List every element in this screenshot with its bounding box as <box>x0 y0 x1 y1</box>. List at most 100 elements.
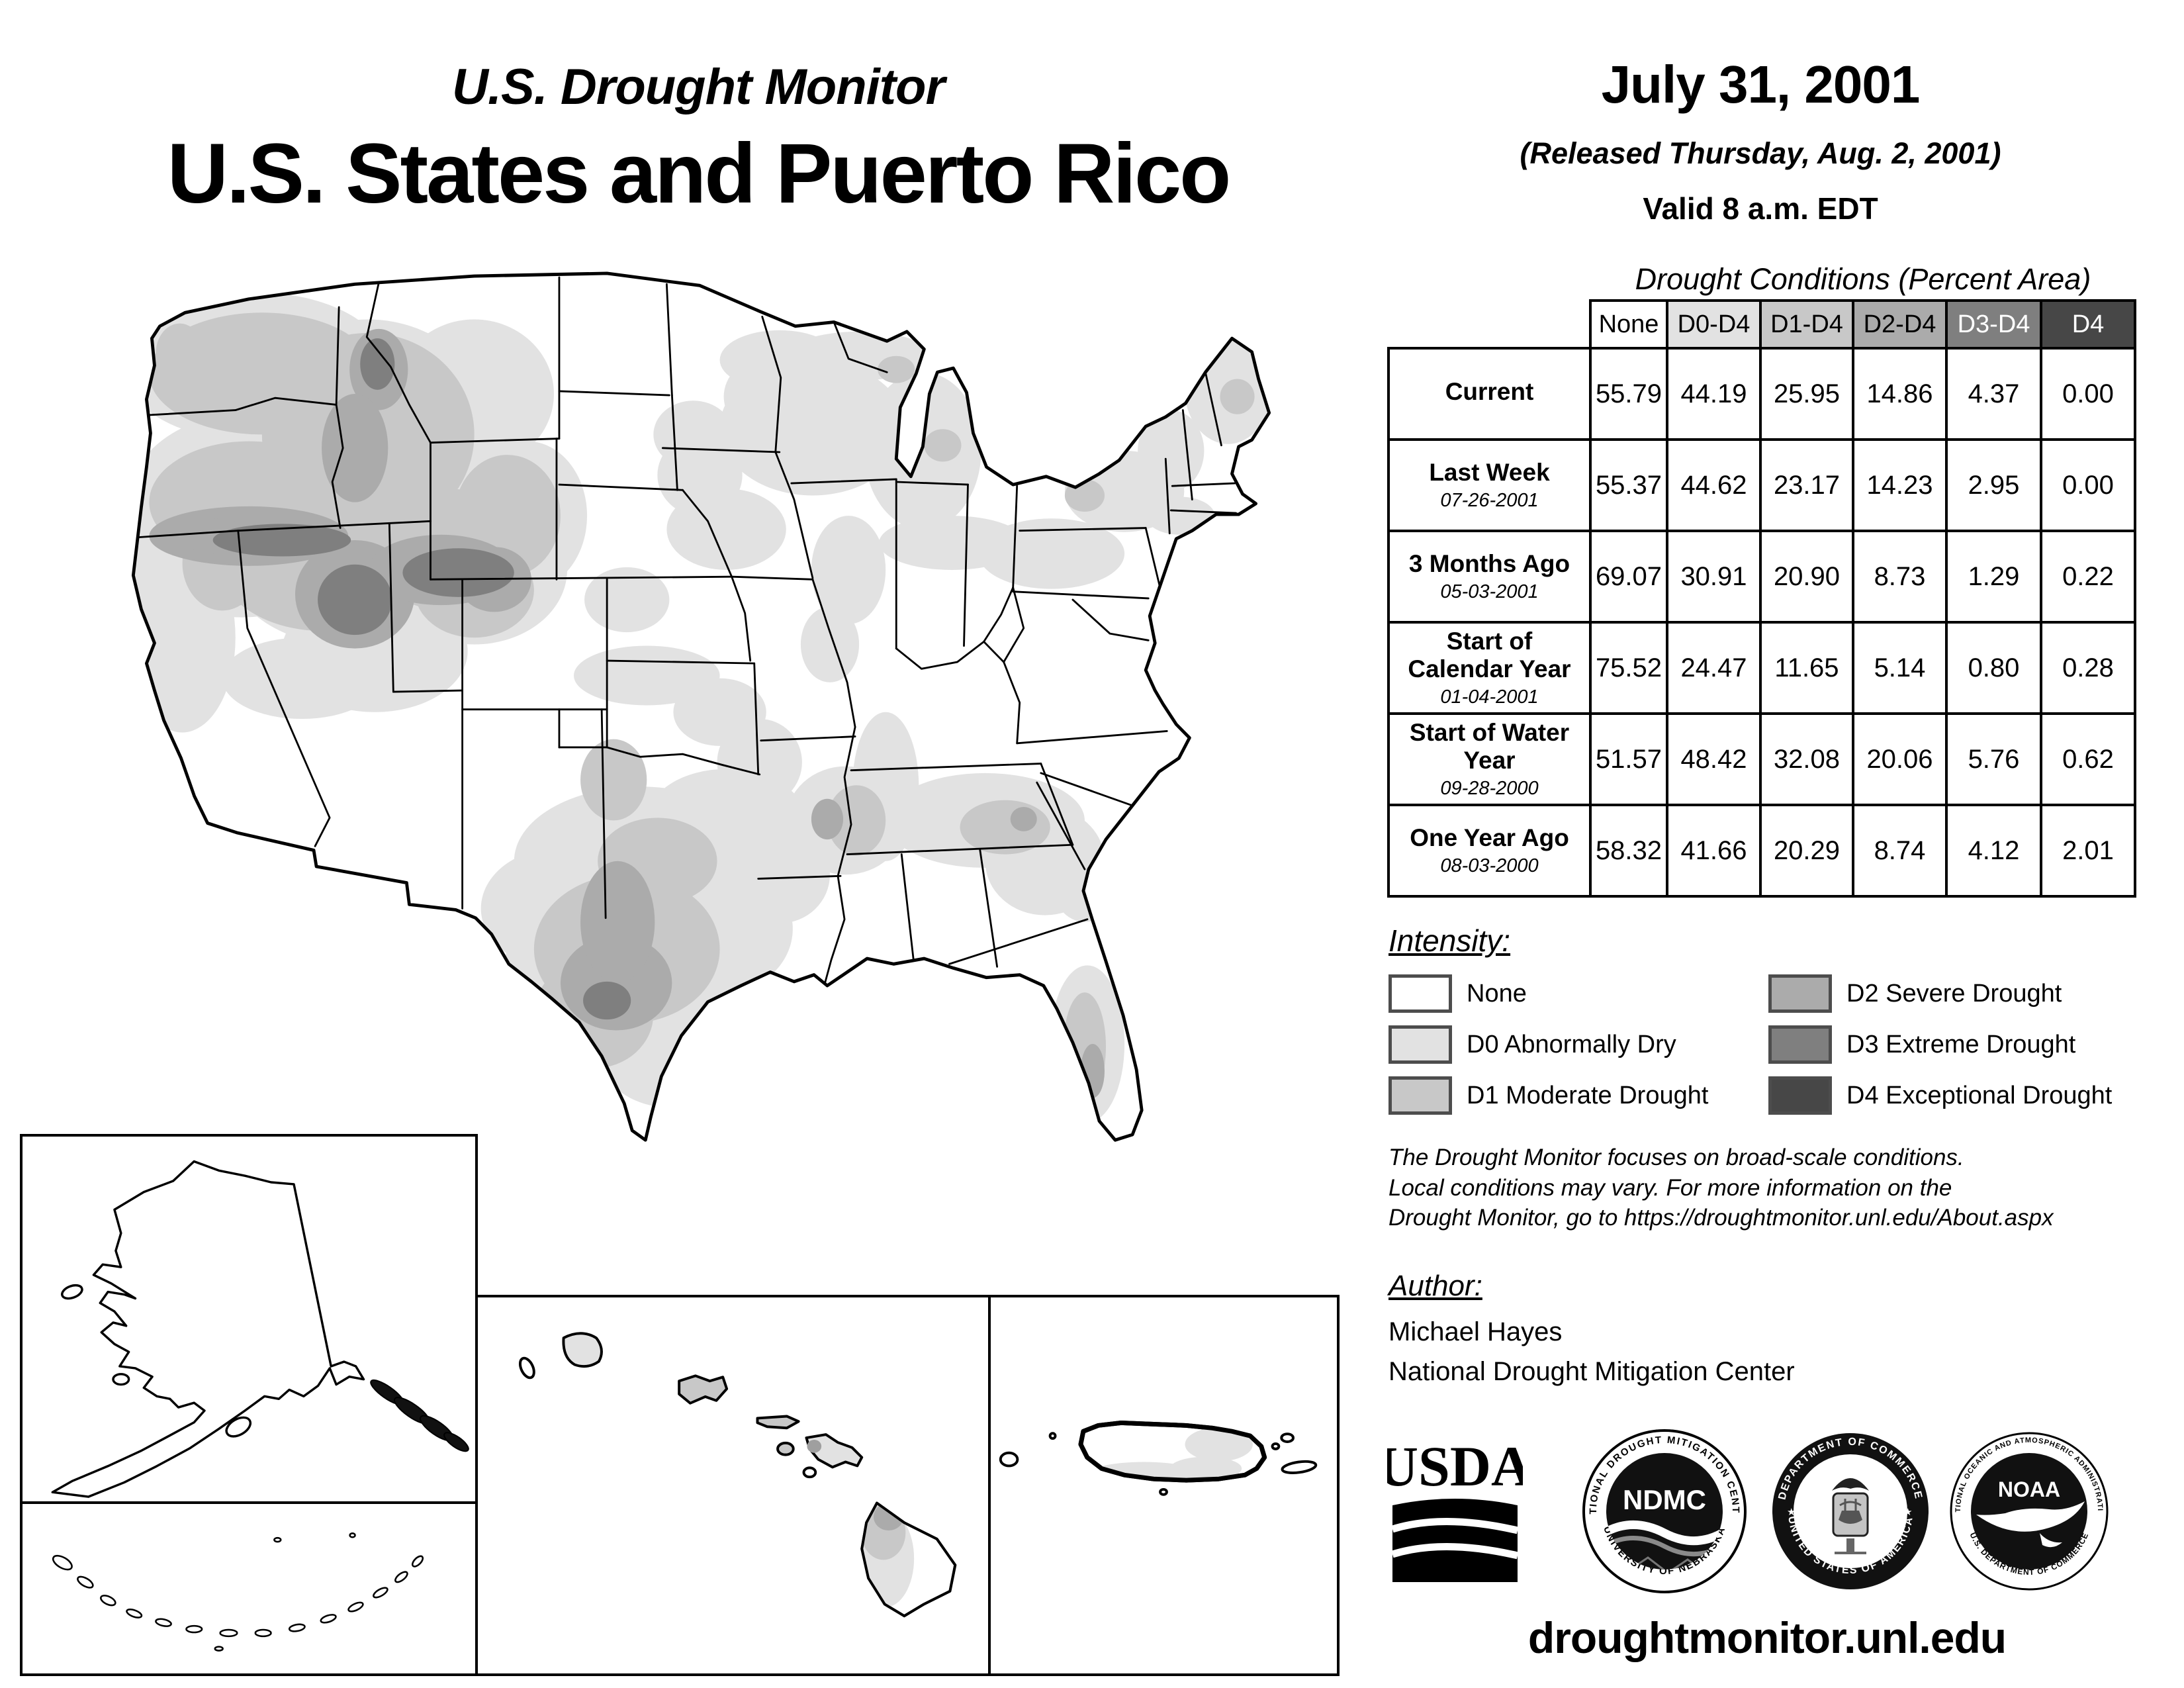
table-header-row: None D0-D4 D1-D4 D2-D4 D3-D4 D4 <box>1388 299 2136 350</box>
row-date: 01-04-2001 <box>1440 686 1539 708</box>
molokai-island <box>756 1415 800 1430</box>
cell-value: 44.19 <box>1666 347 1762 441</box>
alaska-panhandle-islands <box>370 1379 469 1452</box>
cell-value: 32.08 <box>1759 712 1854 806</box>
niihau-island <box>518 1356 535 1380</box>
cell-value: 8.74 <box>1852 804 1948 898</box>
date-block: July 31, 2001 (Released Thursday, Aug. 2… <box>1416 54 2105 226</box>
cell-value: 55.79 <box>1589 347 1668 441</box>
mona-island <box>999 1451 1019 1468</box>
table-caption: Drought Conditions (Percent Area) <box>1635 262 2091 296</box>
cell-value: 25.95 <box>1759 347 1854 441</box>
row-label: Start of Calendar Year <box>1408 628 1571 682</box>
col-header-none: None <box>1589 299 1668 350</box>
state-borders <box>134 276 1237 986</box>
cell-value: 5.14 <box>1852 621 1948 715</box>
legend-swatch-d1 <box>1388 1076 1452 1115</box>
cell-value: 24.47 <box>1666 621 1762 715</box>
cell-value: 0.22 <box>2040 530 2136 624</box>
commerce-seal-icon: DEPARTMENT OF COMMERCE UNITED STATES OF … <box>1771 1427 1930 1595</box>
cell-value: 69.07 <box>1589 530 1668 624</box>
usda-logo-text: USDA <box>1387 1434 1523 1498</box>
hawaii-inset <box>475 1295 991 1676</box>
cell-value: 30.91 <box>1666 530 1762 624</box>
cell-value: 5.76 <box>1945 712 2042 806</box>
cell-value: 4.12 <box>1945 804 2042 898</box>
cell-value: 1.29 <box>1945 530 2042 624</box>
row-label: Last Week <box>1429 458 1550 486</box>
cell-value: 0.80 <box>1945 621 2042 715</box>
cell-value: 44.62 <box>1666 438 1762 532</box>
cell-value: 55.37 <box>1589 438 1668 532</box>
oahu-island <box>678 1374 729 1405</box>
author-organization: National Drought Mitigation Center <box>1388 1357 1795 1386</box>
table-row: Start of Water Year 09-28-2000 51.57 48.4… <box>1387 712 2136 806</box>
maui-drought-spot <box>807 1439 822 1453</box>
cell-value: 0.62 <box>2040 712 2136 806</box>
row-date: 05-03-2001 <box>1440 581 1539 603</box>
hawaii-map-svg <box>518 1332 957 1618</box>
puerto-rico-coast <box>1078 1420 1267 1483</box>
row-date: 07-26-2001 <box>1440 490 1539 512</box>
noaa-logo-text: NOAA <box>1998 1477 2060 1501</box>
legend-swatch-d2 <box>1768 974 1832 1013</box>
cell-value: 0.28 <box>2040 621 2136 715</box>
disclaimer-text: The Drought Monitor focuses on broad-sca… <box>1388 1145 2054 1231</box>
table-row: 3 Months Ago 05-03-2001 69.07 30.91 20.90… <box>1387 530 2136 624</box>
cell-value: 14.86 <box>1852 347 1948 441</box>
ndmc-logo-text: NDMC <box>1623 1484 1706 1515</box>
lanai-island <box>776 1441 795 1456</box>
legend-swatch-d0 <box>1388 1025 1452 1064</box>
row-label: One Year Ago <box>1410 823 1569 851</box>
website-url: droughtmonitor.unl.edu <box>1527 1613 2007 1662</box>
col-header-d3d4: D3-D4 <box>1945 299 2042 350</box>
cell-value: 20.29 <box>1759 804 1854 898</box>
cell-value: 41.66 <box>1666 804 1762 898</box>
row-label: 3 Months Ago <box>1408 549 1570 577</box>
kauai-island <box>562 1332 603 1368</box>
cell-value: 20.90 <box>1759 530 1854 624</box>
table-row: Current 55.79 44.19 25.95 14.86 4.37 0.0… <box>1387 347 2136 441</box>
col-header-d4: D4 <box>2040 299 2136 350</box>
puerto-rico-inset <box>988 1295 1340 1676</box>
col-header-d1d4: D1-D4 <box>1759 299 1854 350</box>
cell-value: 2.95 <box>1945 438 2042 532</box>
cell-value: 58.32 <box>1589 804 1668 898</box>
doc-eagle <box>1832 1478 1869 1491</box>
vieques-island <box>1281 1460 1318 1474</box>
report-supertitle: U.S. Drought Monitor <box>451 59 945 115</box>
aleutians-map-svg <box>52 1532 424 1652</box>
row-date: 09-28-2000 <box>1440 777 1539 799</box>
cell-value: 0.00 <box>2040 438 2136 532</box>
cell-value: 11.65 <box>1759 621 1854 715</box>
page-title: U.S. States and Puerto Rico <box>167 126 1232 221</box>
row-label: Current <box>1445 378 1534 406</box>
big-island-outline <box>860 1501 957 1618</box>
ndmc-logo-icon: NATIONAL DROUGHT MITIGATION CENTER UNIVE… <box>1578 1420 1747 1595</box>
alaska-map-svg <box>51 1160 469 1498</box>
table-row: Last Week 07-26-2001 55.37 44.62 23.17 14… <box>1387 438 2136 532</box>
conus-outline <box>131 271 1271 1142</box>
title-block: U.S. Drought Monitor U.S. States and Pue… <box>53 58 1343 222</box>
row-label: Start of Water Year <box>1409 719 1570 774</box>
map-date: July 31, 2001 <box>1601 55 1921 114</box>
d3-drought-areas <box>212 338 631 1020</box>
table-corner-cell <box>1388 301 1590 348</box>
drought-conditions-table: None D0-D4 D1-D4 D2-D4 D3-D4 D4 Current … <box>1387 299 2136 898</box>
culebra-island <box>1280 1432 1295 1443</box>
legend-swatch-d4 <box>1768 1076 1832 1115</box>
released-date: (Released Thursday, Aug. 2, 2001) <box>1520 136 2001 170</box>
legend-swatch-none <box>1388 974 1452 1013</box>
col-header-d0d4: D0-D4 <box>1666 299 1762 350</box>
author-name: Michael Hayes <box>1388 1317 1563 1346</box>
cell-value: 48.42 <box>1666 712 1762 806</box>
conus-map <box>36 245 1363 1193</box>
valid-time: Valid 8 a.m. EDT <box>1643 191 1878 226</box>
svg-text:★: ★ <box>1903 1507 1912 1518</box>
legend-title: Intensity: <box>1388 923 1511 958</box>
svg-text:★: ★ <box>1787 1507 1796 1518</box>
conus-map-svg <box>131 271 1271 1142</box>
usda-logo-icon: USDA <box>1377 1431 1532 1593</box>
cell-value: 14.23 <box>1852 438 1948 532</box>
